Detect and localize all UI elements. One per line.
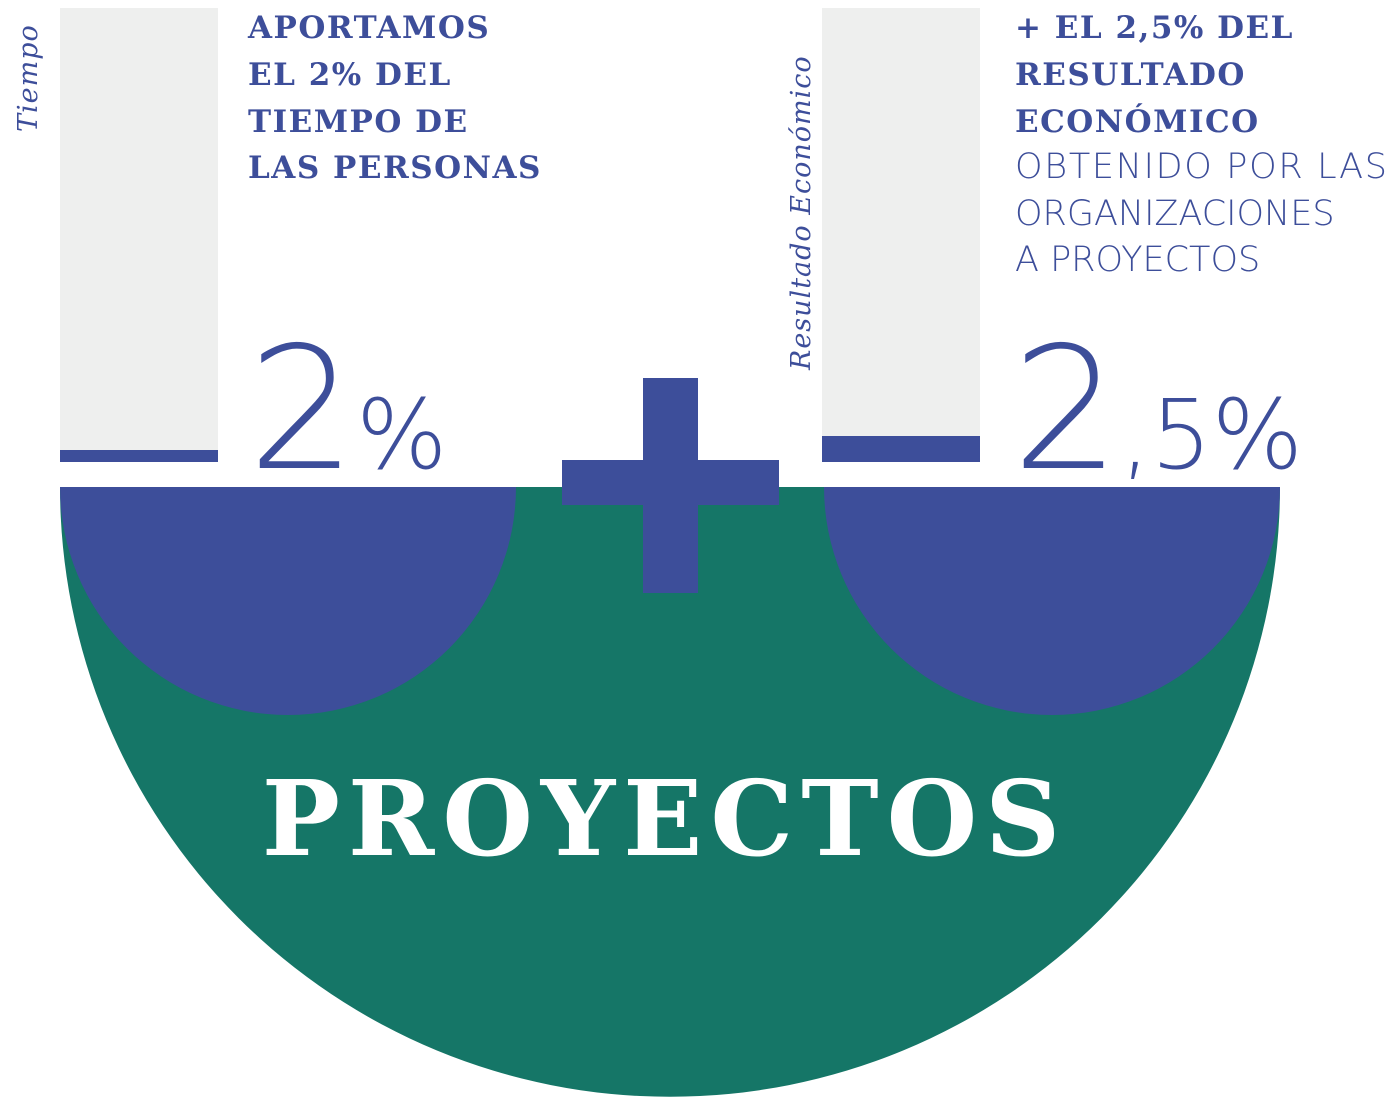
plus-horizontal: [562, 460, 779, 505]
right-figure-unit: ,5%: [1120, 379, 1303, 491]
right-semicircle: [824, 487, 1280, 715]
right-axis-label: Resultado Económico: [786, 55, 817, 371]
left-heading: EL 2% DEL: [248, 57, 452, 93]
right-heading: ECONÓMICO: [1015, 102, 1260, 140]
left-figure-number: 2: [248, 311, 356, 509]
left-bar: [60, 8, 218, 450]
left-heading: TIEMPO DE: [248, 104, 469, 140]
right-detail: ORGANIZACIONES: [1015, 194, 1335, 234]
right-bar-base: [822, 436, 980, 462]
right-detail: OBTENIDO POR LAS: [1015, 147, 1387, 187]
left-heading: APORTAMOS: [247, 10, 490, 46]
right-figure-number: 2: [1012, 311, 1120, 509]
left-figure-unit: %: [356, 379, 447, 491]
left-heading: LAS PERSONAS: [248, 150, 542, 186]
right-heading: RESULTADO: [1015, 57, 1246, 93]
left-bar-base: [60, 450, 218, 462]
projects-label: PROYECTOS: [262, 757, 1069, 880]
left-axis-label: Tiempo: [13, 24, 44, 132]
right-detail: A PROYECTOS: [1015, 240, 1260, 280]
left-figure: 2%: [248, 311, 447, 509]
left-semicircle: [60, 487, 516, 715]
right-bar: [822, 8, 980, 436]
right-heading: + EL 2,5% DEL: [1015, 10, 1294, 46]
right-figure: 2,5%: [1012, 311, 1303, 509]
